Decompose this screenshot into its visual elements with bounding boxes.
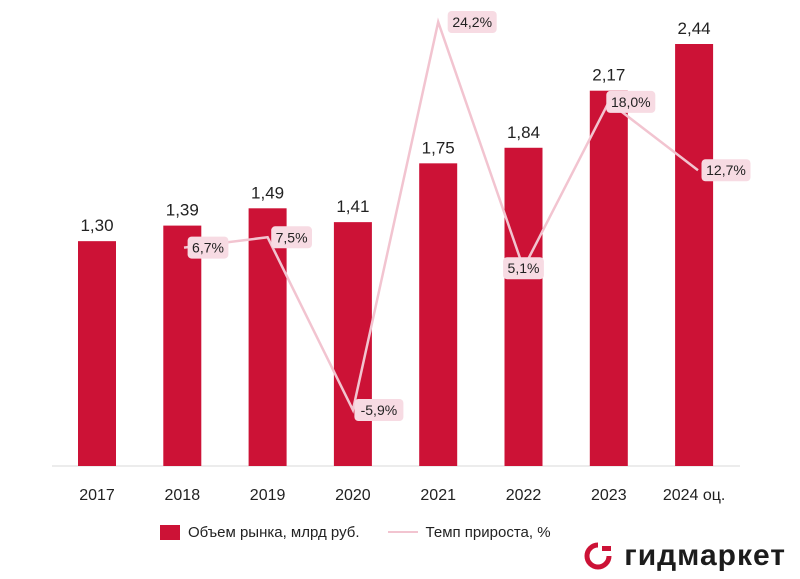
growth-label-box xyxy=(187,236,229,259)
growth-value-label: 6,7% xyxy=(192,240,224,256)
legend-swatch-line xyxy=(387,531,418,533)
legend-label-line: Темп прироста, % xyxy=(425,523,551,541)
legend-item-line[interactable]: Темп прироста, % xyxy=(387,523,551,541)
growth-value-label: 18,0% xyxy=(611,94,651,110)
brand-name: гидмаркет xyxy=(624,539,786,572)
growth-label-box xyxy=(701,159,751,182)
bar-value-labels: 1,30 1,39 1,49 1,41 1,75 1,84 2,17 2,44 xyxy=(80,19,710,235)
growth-label-box xyxy=(447,11,497,33)
bar-2024-оц. xyxy=(675,44,714,466)
growth-value-label: 5,1% xyxy=(508,260,540,276)
legend-item-bar[interactable]: Объем рынка, млрд руб. xyxy=(160,524,360,541)
bar-value-label: 1,49 xyxy=(251,183,284,202)
bar-2022 xyxy=(504,147,543,466)
category-label: 2024 оц. xyxy=(663,487,726,504)
bar-series xyxy=(78,44,714,467)
legend-label-bar: Объем рынка, млрд руб. xyxy=(188,523,360,541)
category-label: 2021 xyxy=(420,487,456,504)
brand-logo-icon xyxy=(584,542,613,570)
category-label: 2019 xyxy=(250,487,286,504)
category-label: 2018 xyxy=(165,487,201,504)
category-labels: 2017 2018 2019 2020 2021 2022 2023 2024 оц. xyxy=(79,487,725,504)
growth-label-box xyxy=(503,257,544,280)
category-label: 2020 xyxy=(335,487,371,504)
growth-label-box xyxy=(354,399,404,421)
bar-value-label: 1,75 xyxy=(422,138,455,157)
brand: гидмаркет xyxy=(582,539,786,573)
bar-2018 xyxy=(163,225,202,466)
growth-value-label: 24,2% xyxy=(452,14,492,30)
bar-2023 xyxy=(589,90,628,467)
bar-value-label: 1,39 xyxy=(166,201,199,220)
growth-value-label: 12,7% xyxy=(706,162,746,178)
bar-value-label: 1,84 xyxy=(507,123,540,142)
category-label: 2017 xyxy=(79,487,115,504)
growth-value-label: 7,5% xyxy=(276,229,308,245)
bar-2019 xyxy=(248,208,287,466)
chart: 1,30 1,39 1,49 1,41 1,75 1,84 2,17 2,44 6,7% 7,5… xyxy=(52,11,751,504)
category-label: 2022 xyxy=(506,487,542,504)
growth-label-box xyxy=(271,226,312,249)
bar-value-label: 1,41 xyxy=(336,197,369,216)
bar-2017 xyxy=(78,241,116,466)
bar-value-label: 2,17 xyxy=(592,66,625,85)
growth-value-label: -5,9% xyxy=(361,402,398,418)
bar-value-label: 1,30 xyxy=(80,216,113,235)
legend: Объем рынка, млрд руб. Темп прироста, % xyxy=(160,520,579,544)
bar-2020 xyxy=(333,222,372,466)
bar-2021 xyxy=(419,163,458,466)
category-label: 2023 xyxy=(591,487,627,504)
growth-label-box xyxy=(606,90,656,113)
line-series: 6,7% 7,5% -5,9% 24,2% 5,1% 18,0% 12,7% xyxy=(183,11,751,421)
bar-value-label: 2,44 xyxy=(678,19,711,38)
legend-swatch-bar xyxy=(160,524,180,540)
